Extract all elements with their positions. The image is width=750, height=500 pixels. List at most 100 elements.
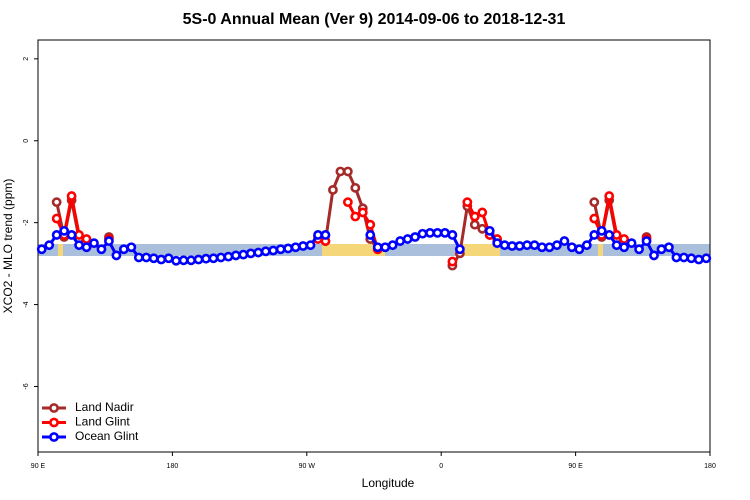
point <box>544 242 555 253</box>
point <box>156 254 167 265</box>
point <box>611 230 622 240</box>
point <box>402 234 413 244</box>
y-tick-label: -4 <box>23 301 30 307</box>
land-band <box>322 244 385 256</box>
y-tick-label: -2 <box>23 219 30 225</box>
point <box>604 230 615 240</box>
point <box>664 242 674 253</box>
point <box>462 197 473 208</box>
land-band <box>58 244 63 256</box>
point <box>81 242 92 253</box>
point <box>320 230 331 240</box>
point <box>410 232 420 242</box>
point <box>141 252 152 263</box>
x-axis-label: Longitude <box>362 476 415 490</box>
point <box>118 244 129 255</box>
y-tick-label: 2 <box>23 57 30 61</box>
point <box>499 240 510 251</box>
point <box>178 255 189 266</box>
point <box>133 252 144 263</box>
point <box>96 244 107 255</box>
y-tick-label: 0 <box>23 139 30 143</box>
point <box>74 230 84 240</box>
point <box>275 244 286 255</box>
point <box>425 227 435 238</box>
land-band <box>458 244 500 256</box>
point <box>51 230 62 240</box>
plot-frame <box>37 39 711 453</box>
point <box>454 244 465 255</box>
point <box>51 213 62 224</box>
point <box>36 244 47 255</box>
point <box>552 240 562 251</box>
point <box>328 184 338 195</box>
point <box>313 230 323 240</box>
point <box>589 213 600 224</box>
y-axis-label: XCO2 - MLO trend (ppm) <box>1 179 15 314</box>
point <box>186 255 196 266</box>
point <box>51 197 62 208</box>
point <box>104 236 114 246</box>
point <box>596 225 607 236</box>
point <box>148 253 159 264</box>
point <box>193 254 204 265</box>
point <box>522 240 532 251</box>
point <box>701 253 712 264</box>
point <box>634 244 644 255</box>
point <box>574 244 585 255</box>
point <box>589 197 600 208</box>
x-tick-label: 90 E <box>31 463 46 470</box>
point <box>89 238 99 249</box>
legend-marker <box>49 403 59 413</box>
point <box>678 252 689 263</box>
point <box>387 240 398 251</box>
point <box>365 219 376 230</box>
point <box>477 223 488 234</box>
legend-marker <box>49 417 59 428</box>
point <box>59 225 70 236</box>
point <box>529 240 540 251</box>
point <box>604 191 615 201</box>
point <box>365 230 376 240</box>
point <box>342 166 353 177</box>
point <box>208 253 219 264</box>
point <box>447 230 458 240</box>
point <box>417 228 428 239</box>
point <box>447 256 458 267</box>
point <box>619 234 630 244</box>
point <box>641 236 652 246</box>
legend-marker <box>49 432 59 442</box>
point <box>611 240 622 251</box>
point <box>253 247 264 258</box>
land-band <box>598 244 603 256</box>
point <box>305 240 316 251</box>
point <box>477 207 488 218</box>
legend-label: Land Nadir <box>75 400 134 414</box>
point <box>492 238 503 249</box>
y-tick-label: -6 <box>23 383 30 389</box>
point <box>619 242 630 253</box>
point <box>581 240 592 251</box>
point <box>74 240 84 251</box>
point <box>395 236 406 246</box>
point <box>671 252 682 263</box>
point <box>126 242 137 253</box>
point <box>298 241 308 251</box>
x-tick-label: 90 E <box>568 463 583 470</box>
point <box>171 255 182 266</box>
point <box>223 251 234 262</box>
x-tick-label: 0 <box>439 463 443 470</box>
point <box>66 191 77 201</box>
point <box>559 236 570 246</box>
x-tick-label: 180 <box>704 463 716 470</box>
point <box>268 245 279 256</box>
point <box>507 241 518 251</box>
point <box>216 252 226 263</box>
point <box>469 219 480 230</box>
point <box>626 238 637 249</box>
point <box>81 234 92 244</box>
point <box>245 248 256 259</box>
x-tick-label: 180 <box>167 463 179 470</box>
legend-label: Ocean Glint <box>75 429 139 443</box>
